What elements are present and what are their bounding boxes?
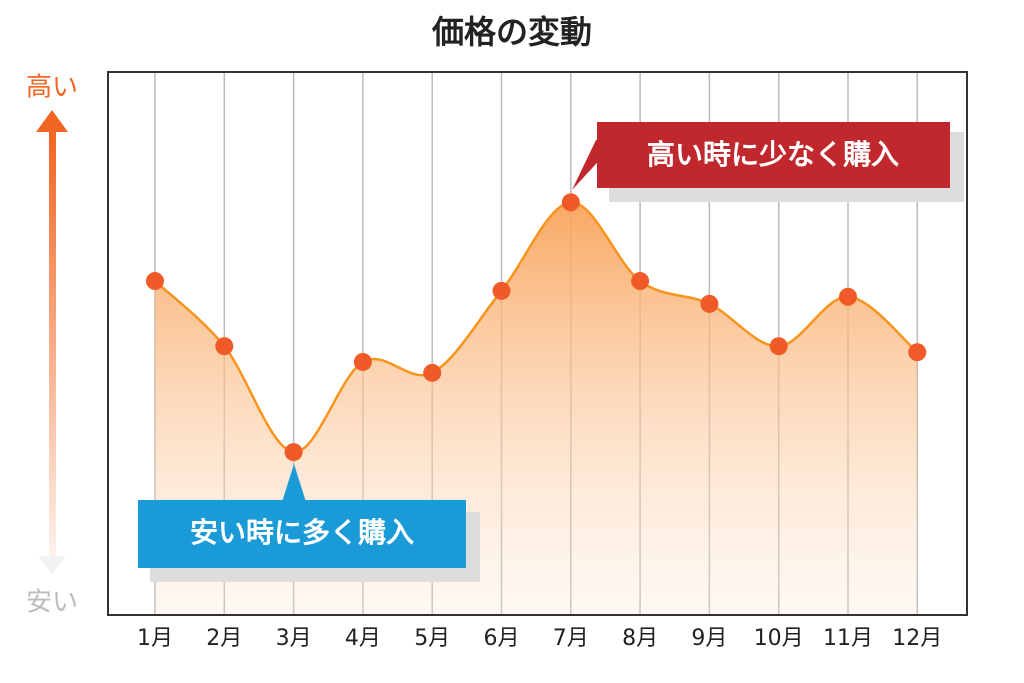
point [215,337,234,356]
annotation-box [138,500,466,568]
point [146,272,164,291]
chart-title: 価格の変動 [431,13,592,51]
y-bottom-label: 安い [26,588,78,618]
x-tick-label: 9月 [691,626,727,651]
point [839,287,857,306]
point [631,272,650,291]
x-tick-label: 2月 [206,626,242,651]
x-tick-label: 11月 [823,626,873,651]
x-tick-label: 4月 [345,626,381,651]
annotation-text: 高い時に少なく購入 [647,138,899,171]
arrow-head-down [38,556,66,574]
annotation-box [597,122,950,188]
point [908,343,927,362]
x-tick-label: 5月 [414,626,450,651]
x-tick-label: 10月 [754,626,804,651]
x-tick-label: 6月 [484,626,520,651]
x-tick-label: 12月 [892,626,942,651]
arrow-head-up [36,110,68,132]
point [353,352,372,371]
x-tick-label: 1月 [137,626,173,651]
plot-frame [107,71,968,616]
value-arrow [49,130,56,560]
point [561,193,580,212]
annotation-text: 安い時に多く購入 [190,516,414,549]
point [423,363,442,382]
x-tick-label: 3月 [276,626,312,651]
annotation-pointer [282,464,306,502]
y-top-label: 高い [26,73,78,103]
point [769,337,788,356]
x-tick-label: 8月 [622,626,658,651]
x-tick-label: 7月 [553,626,589,651]
point [284,443,303,462]
point [700,294,719,313]
point [492,281,511,300]
